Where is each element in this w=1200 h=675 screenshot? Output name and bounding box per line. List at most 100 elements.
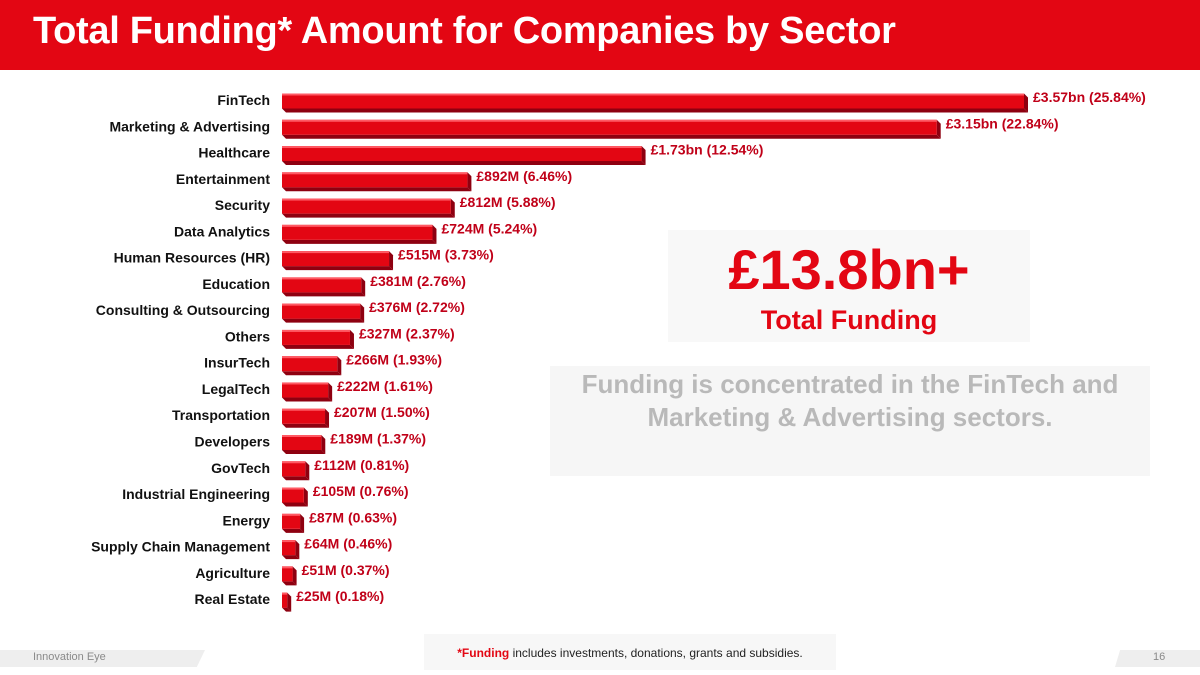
value-label: £892M (6.46%) xyxy=(476,168,572,184)
category-label: InsurTech xyxy=(204,355,270,371)
bar xyxy=(282,329,350,345)
bar-side xyxy=(303,487,308,507)
footer-brand-tab: Innovation Eye xyxy=(0,650,205,667)
bar xyxy=(282,356,338,372)
value-label: £3.57bn (25.84%) xyxy=(1033,89,1146,105)
category-label: FinTech xyxy=(217,92,270,108)
bar-group-govtech: GovTech £112M (0.81%) xyxy=(211,457,409,481)
bar xyxy=(282,566,293,582)
footnote-rest: includes investments, donations, grants … xyxy=(509,646,803,660)
total-funding-amount: £13.8bn+ xyxy=(728,238,970,301)
bar xyxy=(282,172,468,188)
bar-highlight xyxy=(282,382,329,385)
bar xyxy=(282,540,296,556)
bar-highlight xyxy=(282,435,322,438)
category-label: Healthcare xyxy=(198,145,270,161)
bar-group-data-analytics: Data Analytics £724M (5.24%) xyxy=(174,220,537,244)
category-label: Supply Chain Management xyxy=(91,539,270,555)
bar xyxy=(282,277,362,293)
bar-side xyxy=(349,329,354,349)
bar xyxy=(282,592,288,608)
total-funding-card: £13.8bn+ Total Funding xyxy=(668,230,1030,342)
category-label: Others xyxy=(225,328,270,344)
bar-highlight xyxy=(282,356,338,359)
insight-card: Funding is concentrated in the FinTech a… xyxy=(550,366,1150,476)
bar-bottom xyxy=(282,318,365,323)
bar-group-security: Security £812M (5.88%) xyxy=(215,194,556,218)
footer-brand: Innovation Eye xyxy=(33,651,106,663)
category-label: GovTech xyxy=(211,460,270,476)
bar-group-industrial-engineering: Industrial Engineering £105M (0.76%) xyxy=(122,483,409,507)
value-label: £812M (5.88%) xyxy=(460,194,556,210)
bar-group-real-estate: Real Estate £25M (0.18%) xyxy=(195,588,384,612)
bar-highlight xyxy=(282,408,326,411)
bar-highlight xyxy=(282,592,288,595)
bar-group-fintech: FinTech £3.57bn (25.84%) xyxy=(217,89,1146,113)
bar xyxy=(282,119,937,135)
value-label: £189M (1.37%) xyxy=(330,431,426,447)
bar-side xyxy=(360,303,365,323)
bar-group-education: Education £381M (2.76%) xyxy=(202,273,466,297)
bar-side xyxy=(305,461,310,481)
bar-highlight xyxy=(282,251,390,254)
value-label: £724M (5.24%) xyxy=(441,220,537,236)
value-label: £105M (0.76%) xyxy=(313,483,409,499)
bar-bottom xyxy=(282,161,646,166)
value-label: £112M (0.81%) xyxy=(314,457,409,473)
bar-group-healthcare: Healthcare £1.73bn (12.54%) xyxy=(198,142,763,166)
bar-highlight xyxy=(282,461,306,464)
category-label: Agriculture xyxy=(195,565,270,581)
bar-highlight xyxy=(282,303,361,306)
value-label: £51M (0.37%) xyxy=(302,562,390,578)
value-label: £266M (1.93%) xyxy=(346,352,442,368)
bar-side xyxy=(328,382,333,402)
bar-group-supply-chain-management: Supply Chain Management £64M (0.46%) xyxy=(91,536,392,560)
bar-bottom xyxy=(282,371,342,376)
bar-bottom xyxy=(282,266,394,271)
bar xyxy=(282,198,451,214)
bar-highlight xyxy=(282,487,304,490)
bar-bottom xyxy=(282,607,292,612)
value-label: £87M (0.63%) xyxy=(309,509,397,525)
bar-side xyxy=(389,251,394,271)
bar-side xyxy=(450,198,455,218)
total-funding-label: Total Funding xyxy=(760,305,938,335)
bar-group-entertainment: Entertainment £892M (6.46%) xyxy=(176,168,572,192)
bar-group-human-resources-hr: Human Resources (HR) £515M (3.73%) xyxy=(114,247,494,271)
bar-bottom xyxy=(282,555,300,560)
bar-group-insurtech: InsurTech £266M (1.93%) xyxy=(204,352,442,376)
bar-highlight xyxy=(282,146,642,149)
value-label: £1.73bn (12.54%) xyxy=(651,142,764,158)
bar-bottom xyxy=(282,423,330,428)
bar-bottom xyxy=(282,344,354,349)
bar xyxy=(282,513,301,529)
bar-bottom xyxy=(282,187,472,192)
bar-highlight xyxy=(282,540,296,543)
value-label: £64M (0.46%) xyxy=(304,536,392,552)
bar xyxy=(282,93,1024,109)
bar-highlight xyxy=(282,198,451,201)
bar-group-consulting-outsourcing: Consulting & Outsourcing £376M (2.72%) xyxy=(96,299,465,323)
insight-text: Funding is concentrated in the FinTech a… xyxy=(581,369,1119,432)
category-label: Real Estate xyxy=(195,591,271,607)
bar-highlight xyxy=(282,277,362,280)
bar-group-transportation: Transportation £207M (1.50%) xyxy=(172,404,430,428)
bar-side xyxy=(321,435,326,455)
bar-bottom xyxy=(282,108,1028,113)
value-label: £515M (3.73%) xyxy=(398,247,494,263)
bar xyxy=(282,435,322,451)
category-label: Entertainment xyxy=(176,171,270,187)
bar-bottom xyxy=(282,213,455,218)
value-label: £327M (2.37%) xyxy=(359,325,455,341)
slide-title: Total Funding* Amount for Companies by S… xyxy=(33,10,896,52)
category-label: Transportation xyxy=(172,407,270,423)
bar-group-others: Others £327M (2.37%) xyxy=(225,325,455,349)
bar-side xyxy=(936,119,941,139)
value-label: £3.15bn (22.84%) xyxy=(946,115,1059,131)
bar-highlight xyxy=(282,329,350,332)
value-label: £222M (1.61%) xyxy=(337,378,433,394)
bar xyxy=(282,461,306,477)
bar-group-agriculture: Agriculture £51M (0.37%) xyxy=(195,562,390,586)
bar-highlight xyxy=(282,93,1024,96)
value-label: £25M (0.18%) xyxy=(296,588,384,604)
